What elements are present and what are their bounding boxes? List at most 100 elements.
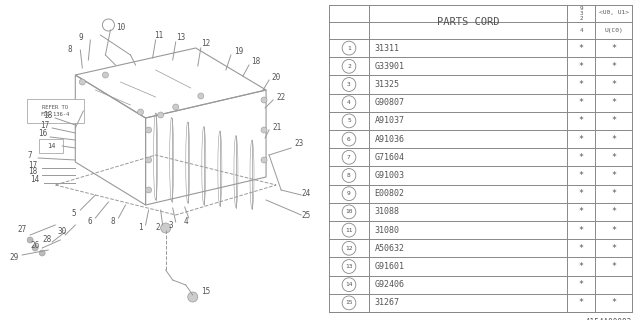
Text: *: * xyxy=(611,226,616,235)
Text: *: * xyxy=(611,262,616,271)
Text: A154A00083: A154A00083 xyxy=(586,318,632,320)
Text: A91037: A91037 xyxy=(375,116,404,125)
Text: 12: 12 xyxy=(345,246,353,251)
Text: 31267: 31267 xyxy=(375,298,400,308)
Text: 3: 3 xyxy=(347,82,351,87)
Text: *: * xyxy=(611,244,616,253)
Text: 11: 11 xyxy=(345,228,353,233)
Text: 4: 4 xyxy=(184,217,188,226)
Text: *: * xyxy=(579,80,584,89)
Text: 8: 8 xyxy=(347,173,351,178)
Text: 12: 12 xyxy=(201,39,211,49)
Text: 31080: 31080 xyxy=(375,226,400,235)
Text: *: * xyxy=(611,153,616,162)
Text: U(C0): U(C0) xyxy=(604,28,623,33)
Text: 22: 22 xyxy=(276,92,285,101)
Text: 28: 28 xyxy=(43,236,52,244)
Circle shape xyxy=(188,292,198,302)
Text: *: * xyxy=(611,116,616,125)
Text: *: * xyxy=(611,298,616,308)
Text: *: * xyxy=(611,80,616,89)
Text: 14: 14 xyxy=(31,175,40,185)
Text: 19: 19 xyxy=(234,47,244,57)
Text: REFER TO
FIG.136-4: REFER TO FIG.136-4 xyxy=(40,105,70,116)
Text: 20: 20 xyxy=(271,73,281,82)
Text: 6: 6 xyxy=(87,217,92,226)
Text: *: * xyxy=(579,44,584,52)
Text: 31325: 31325 xyxy=(375,80,400,89)
FancyBboxPatch shape xyxy=(39,139,63,153)
Circle shape xyxy=(261,127,267,133)
Text: *: * xyxy=(611,189,616,198)
Text: 16: 16 xyxy=(38,130,48,139)
Text: *: * xyxy=(611,44,616,52)
Text: 4: 4 xyxy=(347,100,351,105)
Text: 31088: 31088 xyxy=(375,207,400,216)
Circle shape xyxy=(145,187,152,193)
Text: G91601: G91601 xyxy=(375,262,404,271)
Circle shape xyxy=(145,127,152,133)
Circle shape xyxy=(138,109,143,115)
Text: 8: 8 xyxy=(68,45,72,54)
Text: 7: 7 xyxy=(28,150,33,159)
Text: 4: 4 xyxy=(579,28,583,33)
Text: 18: 18 xyxy=(29,167,38,177)
FancyBboxPatch shape xyxy=(27,99,84,123)
Text: 6: 6 xyxy=(347,137,351,141)
Text: G71604: G71604 xyxy=(375,153,404,162)
Circle shape xyxy=(157,112,164,118)
Text: 24: 24 xyxy=(301,188,311,197)
Circle shape xyxy=(39,250,45,256)
Text: 1: 1 xyxy=(138,223,143,233)
Text: A91036: A91036 xyxy=(375,135,404,144)
Circle shape xyxy=(198,93,204,99)
Text: *: * xyxy=(579,171,584,180)
Text: 18: 18 xyxy=(44,110,53,119)
Text: 17: 17 xyxy=(29,161,38,170)
Text: 25: 25 xyxy=(301,211,311,220)
Text: 26: 26 xyxy=(31,241,40,250)
Text: *: * xyxy=(611,135,616,144)
Text: *: * xyxy=(579,298,584,308)
Text: G33901: G33901 xyxy=(375,62,404,71)
Text: 2: 2 xyxy=(347,64,351,69)
Text: 18: 18 xyxy=(252,58,260,67)
Text: 29: 29 xyxy=(10,253,19,262)
Text: 31311: 31311 xyxy=(375,44,400,52)
Text: 2: 2 xyxy=(156,223,160,233)
Circle shape xyxy=(173,104,179,110)
Text: *: * xyxy=(579,116,584,125)
Text: 9: 9 xyxy=(78,34,83,43)
Text: 17: 17 xyxy=(40,121,50,130)
Text: 30: 30 xyxy=(58,228,67,236)
Text: *: * xyxy=(579,226,584,235)
Circle shape xyxy=(161,223,171,233)
Text: <U0, U1>: <U0, U1> xyxy=(599,10,628,15)
Circle shape xyxy=(27,237,33,243)
Text: *: * xyxy=(579,280,584,289)
Text: 5: 5 xyxy=(347,118,351,124)
Text: 5: 5 xyxy=(72,209,77,218)
Text: 13: 13 xyxy=(176,34,186,43)
Text: *: * xyxy=(579,262,584,271)
Circle shape xyxy=(261,157,267,163)
Circle shape xyxy=(79,79,85,85)
Text: *: * xyxy=(611,171,616,180)
Text: *: * xyxy=(611,62,616,71)
Circle shape xyxy=(145,157,152,163)
Text: 27: 27 xyxy=(17,226,27,235)
Text: *: * xyxy=(579,98,584,107)
Text: 10: 10 xyxy=(116,23,125,33)
Text: *: * xyxy=(579,207,584,216)
Text: *: * xyxy=(579,62,584,71)
Text: *: * xyxy=(611,98,616,107)
Text: 3: 3 xyxy=(168,220,173,229)
Text: 7: 7 xyxy=(347,155,351,160)
Text: 8: 8 xyxy=(110,217,115,226)
Text: G91003: G91003 xyxy=(375,171,404,180)
Text: 21: 21 xyxy=(273,123,282,132)
Text: G92406: G92406 xyxy=(375,280,404,289)
Text: 15: 15 xyxy=(201,287,211,297)
Text: 1: 1 xyxy=(347,46,351,51)
Text: 10: 10 xyxy=(345,209,353,214)
